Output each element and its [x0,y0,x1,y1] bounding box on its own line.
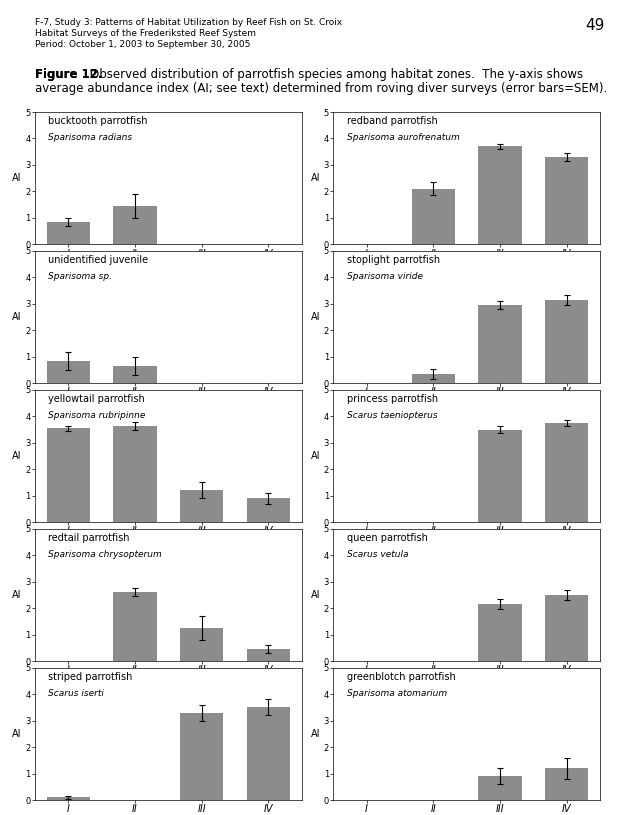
Bar [545,300,588,383]
Y-axis label: AI: AI [13,729,22,739]
Bar [47,361,90,383]
Text: Sparisoma atomarium: Sparisoma atomarium [346,689,447,698]
Text: Sparisoma aurofrenatum: Sparisoma aurofrenatum [346,133,459,142]
Y-axis label: AI: AI [311,451,320,461]
Bar [113,206,157,244]
Bar [180,628,224,661]
Bar [411,189,455,244]
Text: F-7, Study 3: Patterns of Habitat Utilization by Reef Fish on St. Croix: F-7, Study 3: Patterns of Habitat Utiliz… [35,18,342,27]
Text: Figure 12.: Figure 12. [35,68,102,81]
Bar [478,147,522,244]
Y-axis label: AI: AI [311,729,320,739]
Bar [247,650,290,661]
Text: Period: October 1, 2003 to September 30, 2005: Period: October 1, 2003 to September 30,… [35,40,250,49]
Y-axis label: AI: AI [13,590,22,600]
Bar [545,595,588,661]
Text: Scarus taeniopterus: Scarus taeniopterus [346,411,437,420]
Bar [478,305,522,383]
Bar [478,776,522,800]
Text: Sparisoma viride: Sparisoma viride [346,272,423,281]
Text: average abundance index (AI; see text) determined from roving diver surveys (err: average abundance index (AI; see text) d… [35,82,607,95]
Text: greenblotch parrotfish: greenblotch parrotfish [346,672,455,681]
Text: Figure 12.  Observed distribution of parrotfish species among habitat zones.  Th: Figure 12. Observed distribution of parr… [35,68,594,81]
Bar [545,769,588,800]
Text: Habitat Surveys of the Frederiksted Reef System: Habitat Surveys of the Frederiksted Reef… [35,29,256,38]
Bar [180,712,224,800]
Text: unidentified juvenile: unidentified juvenile [49,255,149,265]
Bar [180,491,224,522]
Bar [47,428,90,522]
Text: Sparisoma sp.: Sparisoma sp. [49,272,112,281]
Y-axis label: AI: AI [311,590,320,600]
Text: stoplight parrotfish: stoplight parrotfish [346,255,440,265]
Bar [47,222,90,244]
Text: queen parrotfish: queen parrotfish [346,533,428,543]
Bar [545,157,588,244]
Y-axis label: AI: AI [311,312,320,322]
Bar [478,430,522,522]
Text: bucktooth parrotfish: bucktooth parrotfish [49,116,148,126]
Text: redband parrotfish: redband parrotfish [346,116,437,126]
Bar [113,366,157,383]
Text: Sparisoma chrysopterum: Sparisoma chrysopterum [49,550,162,559]
Text: redtail parrotfish: redtail parrotfish [49,533,130,543]
Bar [545,423,588,522]
Bar [411,374,455,383]
Bar [113,425,157,522]
Bar [247,498,290,522]
Text: princess parrotfish: princess parrotfish [346,394,438,403]
Text: Figure 12.: Figure 12. [35,68,102,81]
Bar [478,604,522,661]
Y-axis label: AI: AI [311,174,320,183]
Text: Sparisoma radians: Sparisoma radians [49,133,132,142]
Y-axis label: AI: AI [13,174,22,183]
Y-axis label: AI: AI [13,312,22,322]
Text: 49: 49 [585,18,605,33]
Y-axis label: AI: AI [13,451,22,461]
Bar [47,797,90,800]
Text: yellowtail parrotfish: yellowtail parrotfish [49,394,145,403]
Text: Scarus vetula: Scarus vetula [346,550,408,559]
Text: Scarus iserti: Scarus iserti [49,689,104,698]
Text: striped parrotfish: striped parrotfish [49,672,133,681]
Bar [113,593,157,661]
Text: Observed distribution of parrotfish species among habitat zones.  The y-axis sho: Observed distribution of parrotfish spec… [90,68,583,81]
Text: Sparisoma rubripinne: Sparisoma rubripinne [49,411,146,420]
Bar [247,707,290,800]
